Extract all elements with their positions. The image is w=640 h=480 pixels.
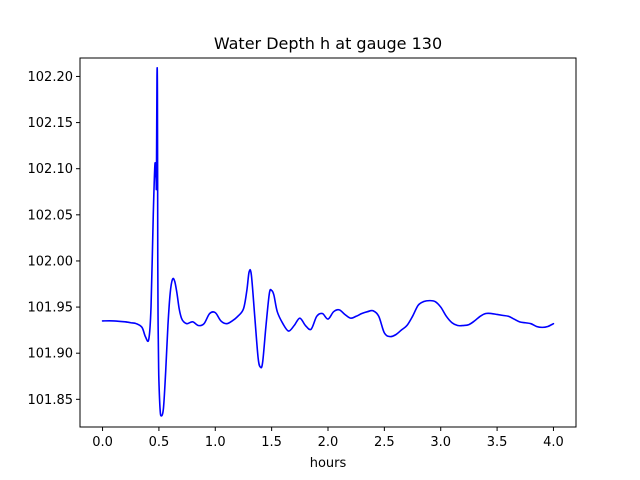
y-tick-label: 102.15	[28, 116, 74, 131]
x-tick-label: 3.0	[430, 435, 451, 450]
x-axis-label: hours	[310, 456, 347, 471]
y-tick-label: 102.20	[28, 70, 74, 85]
x-tick-label: 4.0	[543, 435, 564, 450]
y-tick-label: 101.85	[28, 393, 74, 408]
plot-area	[80, 58, 576, 427]
y-tick-label: 101.90	[28, 347, 74, 362]
x-tick-label: 3.5	[487, 435, 508, 450]
y-tick-label: 102.00	[28, 254, 74, 269]
y-axis: 101.85 101.90 101.95 102.00 102.05 102.10 102.…	[28, 70, 80, 408]
y-tick-label: 101.95	[28, 301, 74, 316]
x-tick-label: 0.0	[92, 435, 113, 450]
x-tick-label: 2.0	[318, 435, 339, 450]
x-axis: 0.0 0.5 1.0 1.5 2.0 2.5 3.0 3.5 4.0	[92, 427, 564, 450]
x-tick-label: 1.5	[261, 435, 282, 450]
series-line	[101, 66, 555, 417]
y-tick-label: 102.10	[28, 162, 74, 177]
series-layer	[101, 66, 555, 417]
x-tick-label: 0.5	[149, 435, 170, 450]
x-tick-label: 2.5	[374, 435, 395, 450]
chart-title: Water Depth h at gauge 130	[214, 34, 442, 53]
y-tick-label: 102.05	[28, 208, 74, 223]
x-tick-label: 1.0	[205, 435, 226, 450]
